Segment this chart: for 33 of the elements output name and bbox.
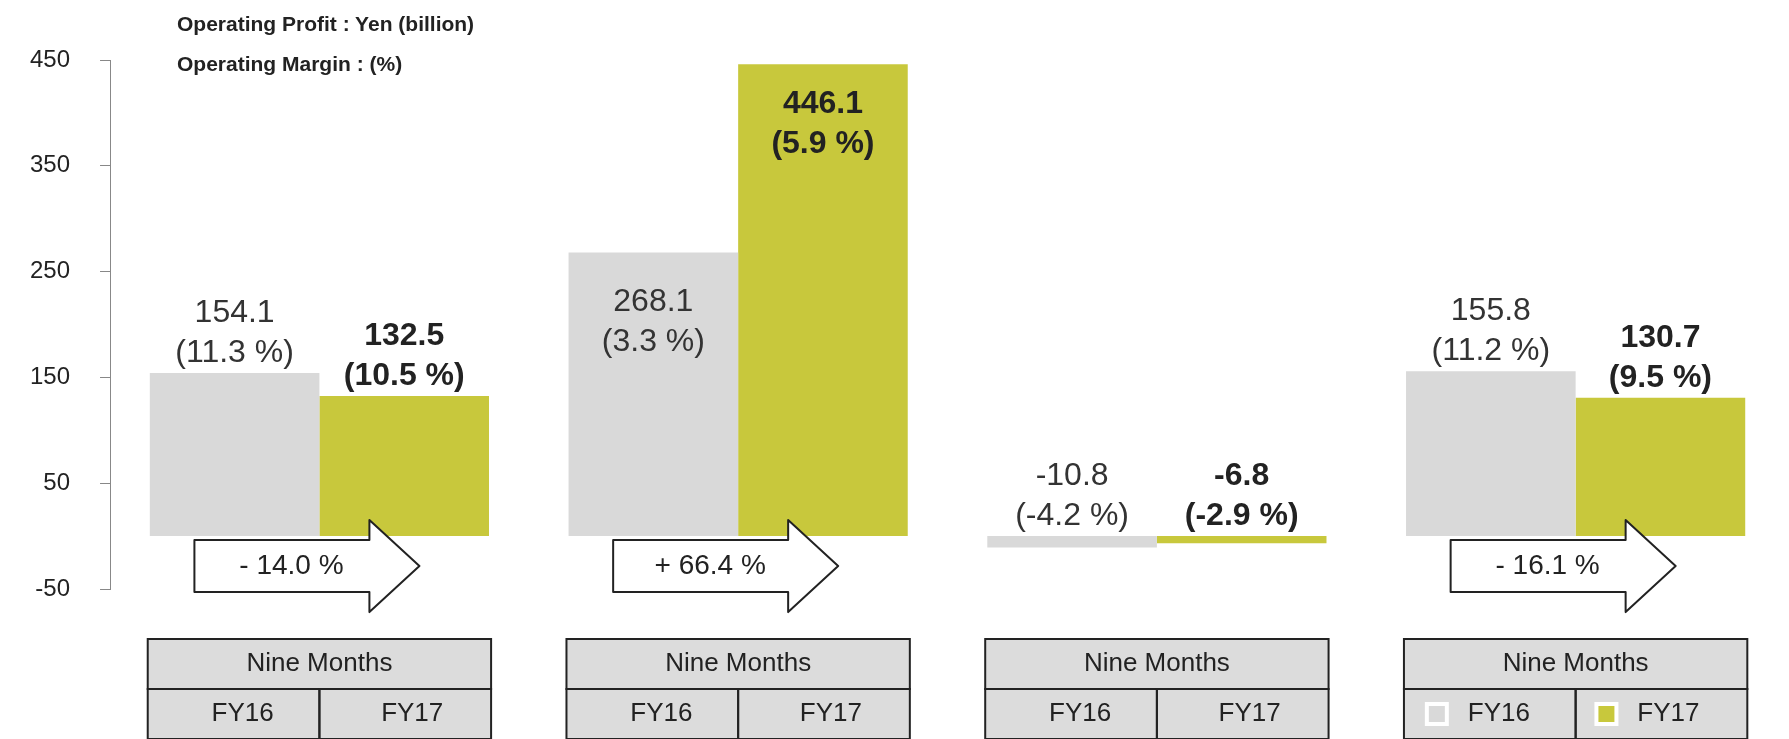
bar	[1156, 536, 1327, 544]
x-tick-label: Nine Months	[665, 647, 812, 678]
legend-label: FY16	[1467, 697, 1530, 728]
data-label: 268.1 (3.3 %)	[601, 282, 705, 359]
y-tick-label: 50	[43, 467, 71, 495]
data-label: 132.5 (10.5 %)	[343, 315, 465, 392]
text: FY16	[630, 697, 693, 728]
x-tick-label: Nine Months	[1083, 647, 1230, 678]
y-tick-label: 450	[30, 44, 71, 72]
y-tick-label: -50	[35, 573, 71, 601]
x-tick-label: Nine Months	[1502, 647, 1649, 678]
text: FY16	[211, 697, 274, 728]
text: FY17	[381, 697, 444, 728]
legend-label: FY17	[1637, 697, 1700, 728]
y-tick-label: 250	[30, 256, 71, 284]
annotation: - 16.1 %	[1495, 548, 1600, 580]
data-label: -6.8 (-2.9 %)	[1184, 455, 1299, 532]
data-label: 446.1 (5.9 %)	[771, 83, 875, 160]
data-label: 130.7 (9.5 %)	[1608, 317, 1712, 394]
x-tick-label: Nine Months	[246, 647, 393, 678]
y-tick-label: 350	[30, 150, 71, 178]
data-label: 155.8 (11.2 %)	[1431, 291, 1551, 368]
bar	[987, 536, 1157, 548]
data-label: -10.8 (-4.2 %)	[1015, 455, 1129, 532]
annotation: - 14.0 %	[239, 548, 344, 580]
data-label: 154.1 (11.3 %)	[175, 292, 294, 369]
annotation: + 66.4 %	[654, 548, 766, 580]
text: FY16	[1049, 697, 1112, 728]
text: FY17	[799, 697, 863, 728]
text: FY17	[1218, 697, 1281, 728]
chart-title: Operating Profit : Yen (billion)	[177, 11, 475, 35]
y-tick-label: 150	[30, 362, 71, 390]
chart-subtitle: Operating Margin : (%)	[177, 51, 403, 75]
